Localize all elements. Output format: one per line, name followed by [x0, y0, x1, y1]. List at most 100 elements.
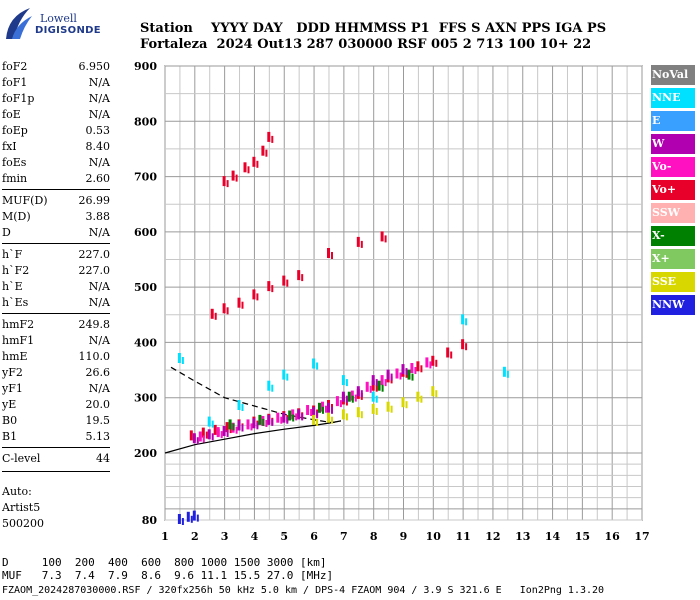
data-point	[252, 418, 256, 429]
data-point	[256, 422, 259, 430]
data-point	[211, 420, 214, 428]
data-point	[450, 351, 453, 359]
data-point	[177, 514, 181, 524]
data-point	[331, 252, 333, 259]
data-point	[241, 424, 244, 432]
data-point	[301, 274, 304, 282]
data-point	[271, 384, 274, 392]
param-key: yE	[2, 398, 17, 411]
data-point	[207, 429, 211, 440]
param-key: MUF(D)	[2, 194, 48, 207]
legend-item-noval: NoVal	[651, 65, 695, 85]
data-point	[207, 416, 211, 427]
param-row: fxI 8.40	[2, 140, 110, 154]
data-point	[465, 343, 468, 351]
data-point	[354, 394, 357, 402]
data-point	[196, 514, 199, 522]
param-row: hmE 110.0	[2, 350, 110, 364]
y-tick-label: 200	[134, 447, 157, 460]
data-point	[335, 396, 339, 407]
legend-item-vo: Vo+	[651, 180, 695, 200]
param-value: N/A	[88, 382, 110, 395]
header-values: Fortaleza 2024 Out13 287 030000 RSF 005 …	[140, 37, 592, 52]
param-row: h`E N/A	[2, 280, 110, 294]
data-point	[371, 375, 375, 386]
data-point	[356, 236, 360, 247]
param-row: hmF2 249.8	[2, 318, 110, 332]
x-tick-label: 6	[310, 530, 318, 543]
x-tick-label: 9	[400, 530, 408, 543]
data-point	[246, 419, 250, 430]
data-point	[271, 285, 274, 293]
param-key: h`Es	[2, 296, 29, 309]
y-tick-label: 600	[134, 226, 157, 239]
data-point	[261, 145, 265, 156]
param-key: foEp	[2, 124, 28, 137]
param-value: N/A	[88, 108, 110, 121]
data-point	[416, 361, 420, 372]
data-point	[331, 406, 333, 414]
data-point	[405, 368, 408, 376]
y-tick-label: 80	[142, 514, 158, 527]
data-point	[232, 423, 235, 431]
param-row: yF2 26.6	[2, 366, 110, 380]
distance-row: D 100 200 400 600 800 1000 1500 3000 [km…	[2, 556, 327, 569]
data-point	[220, 431, 223, 439]
data-point	[222, 303, 226, 314]
param-row: fmin 2.60	[2, 172, 110, 186]
data-point	[431, 355, 435, 366]
header-labels: Station YYYY DAY DDD HHMMSS P1 FFS S AXN…	[140, 21, 607, 36]
data-point	[205, 431, 208, 439]
data-point	[365, 381, 369, 392]
param-row: B1 5.13	[2, 430, 110, 444]
param-row: yF1 N/A	[2, 382, 110, 396]
param-key: hmF2	[2, 318, 35, 331]
auto-version: 500200	[2, 517, 44, 530]
data-point	[345, 379, 348, 387]
data-point	[446, 347, 450, 358]
data-point	[465, 318, 468, 326]
data-point	[316, 418, 319, 426]
data-point	[241, 301, 244, 309]
data-point	[327, 402, 330, 413]
data-point	[228, 419, 232, 430]
legend-item-nne: NNE	[651, 88, 695, 108]
data-point	[265, 149, 268, 157]
data-point	[231, 170, 235, 181]
data-point	[375, 407, 378, 415]
legend-item-w: W	[651, 134, 695, 154]
data-point	[390, 405, 393, 413]
x-tick-label: 2	[191, 530, 199, 543]
data-point	[420, 395, 423, 403]
data-point	[341, 391, 345, 402]
data-point	[196, 437, 199, 445]
data-point	[356, 407, 360, 418]
param-value: N/A	[88, 334, 110, 347]
data-point	[198, 431, 202, 442]
legend-item-x: X+	[651, 249, 695, 269]
data-point	[341, 409, 345, 420]
param-value: N/A	[88, 156, 110, 169]
param-row: foE N/A	[2, 108, 110, 122]
x-tick-label: 13	[515, 530, 530, 543]
param-value: 227.0	[78, 264, 111, 277]
x-tick-label: 10	[426, 530, 442, 543]
data-point	[371, 380, 375, 391]
data-point	[229, 426, 232, 434]
data-point	[327, 412, 330, 423]
param-key: foE	[2, 108, 21, 121]
param-key: foEs	[2, 156, 27, 169]
data-point	[250, 423, 253, 431]
data-point	[265, 420, 268, 427]
data-point	[282, 412, 286, 423]
param-value: 5.13	[85, 430, 111, 443]
data-point	[506, 370, 509, 378]
param-value: 20.0	[85, 398, 111, 411]
data-point	[347, 391, 351, 402]
x-tick-labels: 1 2 3 4 5 6 7 8 9 10 11 12 13 14 15 16 17	[161, 530, 649, 543]
y-tick-label: 800	[134, 115, 157, 128]
y-tick-label: 900	[134, 60, 157, 73]
logo-emblem-icon	[6, 8, 32, 39]
data-point	[235, 174, 238, 182]
param-value: 110.0	[78, 350, 111, 363]
